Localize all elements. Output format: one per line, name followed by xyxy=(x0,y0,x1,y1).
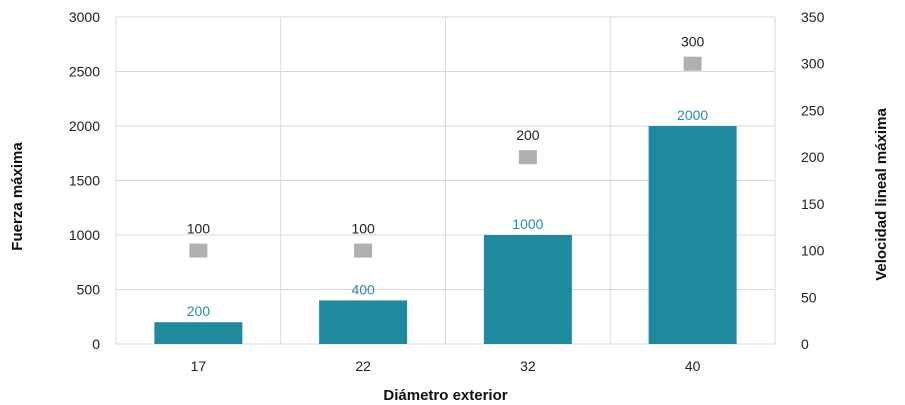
bar xyxy=(483,235,572,344)
point-marker xyxy=(189,243,208,258)
y-tick-label: 2000 xyxy=(69,118,100,134)
bar-data-label: 2000 xyxy=(677,107,708,123)
x-tick-label: 17 xyxy=(191,358,207,374)
y2-tick-label: 100 xyxy=(801,243,825,259)
x-axis-title: Diámetro exterior xyxy=(383,387,507,404)
point-data-label: 300 xyxy=(681,34,705,50)
y-tick-label: 2500 xyxy=(69,64,100,80)
y-tick-label: 500 xyxy=(77,282,101,298)
bar-data-label: 400 xyxy=(351,281,375,297)
bar xyxy=(319,300,408,344)
bar-data-label: 200 xyxy=(187,303,211,319)
x-tick-label: 22 xyxy=(355,358,371,374)
bar-series: 200 400 1000 2000 xyxy=(154,107,737,344)
point-series: 100 100 200 300 xyxy=(187,34,705,258)
point-marker xyxy=(354,243,373,258)
point-marker xyxy=(683,56,702,71)
point-data-label: 100 xyxy=(351,221,375,237)
y-tick-label: 1500 xyxy=(69,173,100,189)
y-axis-title: Fuerza máxima xyxy=(9,142,26,251)
y2-tick-label: 50 xyxy=(801,289,817,305)
bar-data-label: 1000 xyxy=(512,216,543,232)
y-tick-label: 3000 xyxy=(69,9,100,25)
y2-tick-label: 0 xyxy=(801,336,809,352)
y2-tick-label: 250 xyxy=(801,102,825,118)
axes: 0 500 1000 1500 2000 2500 3000 0 50 100 150 200 250 3… xyxy=(69,9,825,374)
y2-tick-label: 200 xyxy=(801,149,825,165)
y2-tick-label: 350 xyxy=(801,9,825,25)
y-tick-label: 1000 xyxy=(69,227,100,243)
y2-tick-label: 150 xyxy=(801,196,825,212)
point-data-label: 200 xyxy=(516,127,540,143)
bar xyxy=(648,126,737,344)
y-tick-label: 0 xyxy=(92,336,100,352)
bar xyxy=(154,322,243,344)
grid-lines xyxy=(115,16,776,345)
x-tick-label: 40 xyxy=(685,358,701,374)
point-marker xyxy=(518,150,537,165)
x-tick-label: 32 xyxy=(520,358,536,374)
y2-axis-title: Velocidad lineal máxima xyxy=(873,108,890,281)
y2-tick-label: 300 xyxy=(801,56,825,72)
point-data-label: 100 xyxy=(187,221,211,237)
